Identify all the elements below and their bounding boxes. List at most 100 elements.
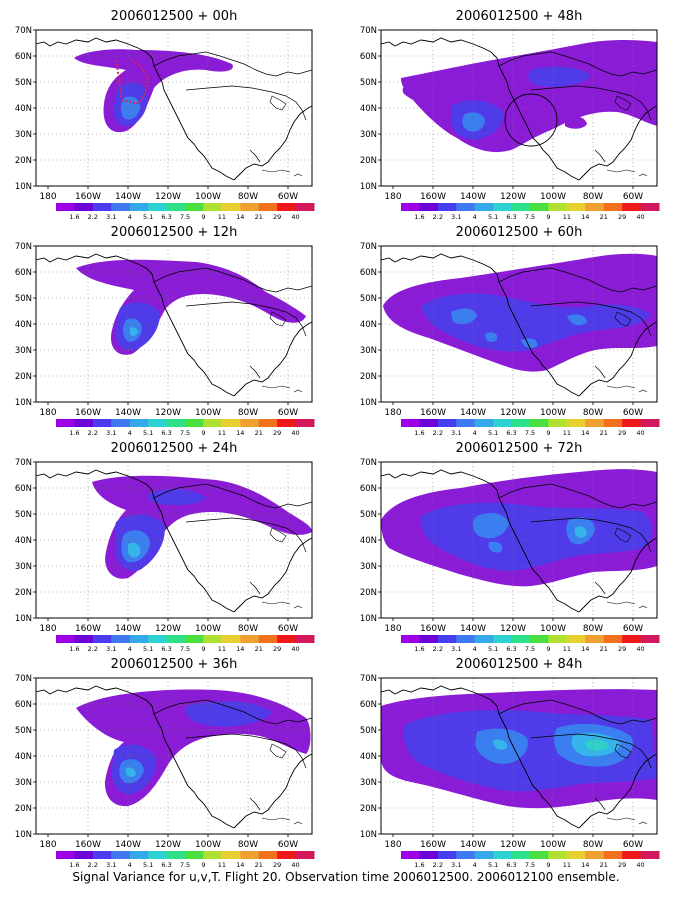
variance-contour — [402, 86, 413, 100]
colorbar-label: 21 — [255, 861, 263, 869]
colorbar-label: 2.2 — [433, 645, 443, 653]
x-tick-label: 120W — [155, 192, 181, 202]
x-tick-label: 120W — [155, 408, 181, 418]
colorbar-swatch — [203, 635, 223, 643]
colorbar-label: 5.1 — [488, 645, 498, 653]
y-tick-label: 70N — [15, 674, 32, 684]
colorbar-swatch — [277, 419, 297, 427]
colorbar-swatch — [419, 203, 439, 211]
colorbar-label: 4 — [473, 861, 477, 869]
y-tick-label: 30N — [15, 562, 32, 572]
colorbar-label: 7.5 — [180, 213, 190, 221]
map-panel-p00: 2006012500 + 00h 70N 60N 50N 40N 30N 20N 10N 180… — [15, 9, 315, 221]
colorbar-label: 14 — [236, 429, 244, 437]
y-tick-label: 10N — [15, 614, 32, 624]
x-tick-label: 180 — [39, 624, 56, 634]
variance-contour — [493, 739, 508, 750]
variance-contour — [185, 701, 272, 727]
colorbar-swatch — [493, 203, 513, 211]
observation-ring — [504, 93, 558, 147]
x-tick-label: 180 — [384, 408, 401, 418]
variance-contour — [485, 332, 498, 342]
colorbar-label: 5.1 — [143, 213, 153, 221]
colorbar-swatch — [511, 635, 531, 643]
map-area — [381, 462, 657, 618]
x-tick-label: 180 — [39, 192, 56, 202]
y-tick-label: 20N — [360, 588, 377, 598]
y-tick-label: 30N — [360, 778, 377, 788]
x-tick-label: 60W — [278, 408, 298, 418]
x-tick-label: 120W — [500, 192, 526, 202]
colorbar-swatch — [585, 419, 605, 427]
x-tick-label: 60W — [278, 192, 298, 202]
colorbar-label: 3.1 — [451, 213, 461, 221]
colorbar-swatch — [585, 851, 605, 859]
colorbar-swatch — [111, 851, 131, 859]
x-tick-label: 100W — [540, 840, 566, 850]
colorbar-swatch — [221, 635, 241, 643]
x-tick-label: 180 — [384, 840, 401, 850]
colorbar-swatch — [622, 203, 642, 211]
variance-contour — [462, 112, 485, 132]
map-panel-p12: 2006012500 + 12h 70N 60N 50N 40N 30N 20N 10N 180… — [15, 225, 315, 437]
colorbar-label: 40 — [291, 861, 299, 869]
x-tick-label: 120W — [155, 624, 181, 634]
colorbar-swatch — [129, 851, 149, 859]
colorbar-swatch — [185, 635, 204, 643]
x-tick-label: 120W — [500, 408, 526, 418]
colorbar-label: 1.6 — [414, 861, 424, 869]
map-area — [381, 678, 657, 834]
colorbar-label: 1.6 — [414, 213, 424, 221]
colorbar-label: 6.3 — [161, 213, 171, 221]
colorbar-label: 6.3 — [506, 645, 516, 653]
colorbar-label: 21 — [600, 429, 608, 437]
panel-title: 2006012500 + 12h — [111, 225, 238, 240]
colorbar-swatch — [603, 851, 623, 859]
y-tick-label: 60N — [15, 484, 32, 494]
y-tick-label: 20N — [360, 156, 377, 166]
colorbar-label: 9 — [201, 645, 205, 653]
colorbar-label: 4 — [473, 645, 477, 653]
colorbar-label: 5.1 — [488, 213, 498, 221]
x-tick-label: 80W — [238, 840, 258, 850]
colorbar-swatch — [530, 203, 549, 211]
colorbar-swatch — [419, 851, 439, 859]
colorbar: 1.6 2.2 3.1 4 5.1 6.3 7.5 9 11 14 21 29 40 — [401, 851, 660, 869]
x-tick-label: 60W — [623, 192, 643, 202]
variance-contour — [130, 327, 138, 337]
y-tick-label: 50N — [15, 294, 32, 304]
colorbar-swatch — [603, 419, 623, 427]
colorbar-label: 3.1 — [451, 429, 461, 437]
y-tick-label: 10N — [360, 398, 377, 408]
x-tick-label: 180 — [384, 624, 401, 634]
colorbar-label: 1.6 — [69, 429, 79, 437]
y-tick-label: 20N — [15, 156, 32, 166]
panel-title: 2006012500 + 36h — [111, 657, 238, 672]
colorbar-swatch — [111, 419, 131, 427]
colorbar-label: 14 — [581, 861, 589, 869]
colorbar-swatch — [566, 419, 586, 427]
colorbar-swatch — [456, 635, 476, 643]
colorbar-swatch — [166, 203, 186, 211]
colorbar-swatch — [203, 851, 223, 859]
colorbar-swatch — [622, 851, 642, 859]
x-tick-label: 80W — [238, 408, 258, 418]
variance-contour — [451, 308, 477, 324]
colorbar-label: 5.1 — [488, 429, 498, 437]
x-tick-label: 80W — [238, 624, 258, 634]
y-tick-label: 20N — [15, 372, 32, 382]
variance-contour — [521, 338, 538, 348]
x-tick-label: 180 — [39, 408, 56, 418]
x-tick-label: 180 — [384, 192, 401, 202]
colorbar-label: 7.5 — [525, 213, 535, 221]
variance-contour — [528, 66, 591, 87]
colorbar-label: 1.6 — [414, 429, 424, 437]
colorbar-swatch — [437, 635, 457, 643]
map-area — [381, 30, 657, 186]
x-tick-label: 100W — [540, 624, 566, 634]
y-tick-label: 10N — [15, 830, 32, 840]
colorbar-label: 40 — [636, 645, 644, 653]
colorbar-swatch — [474, 635, 494, 643]
flight-track — [115, 59, 150, 106]
colorbar-label: 2.2 — [88, 861, 98, 869]
